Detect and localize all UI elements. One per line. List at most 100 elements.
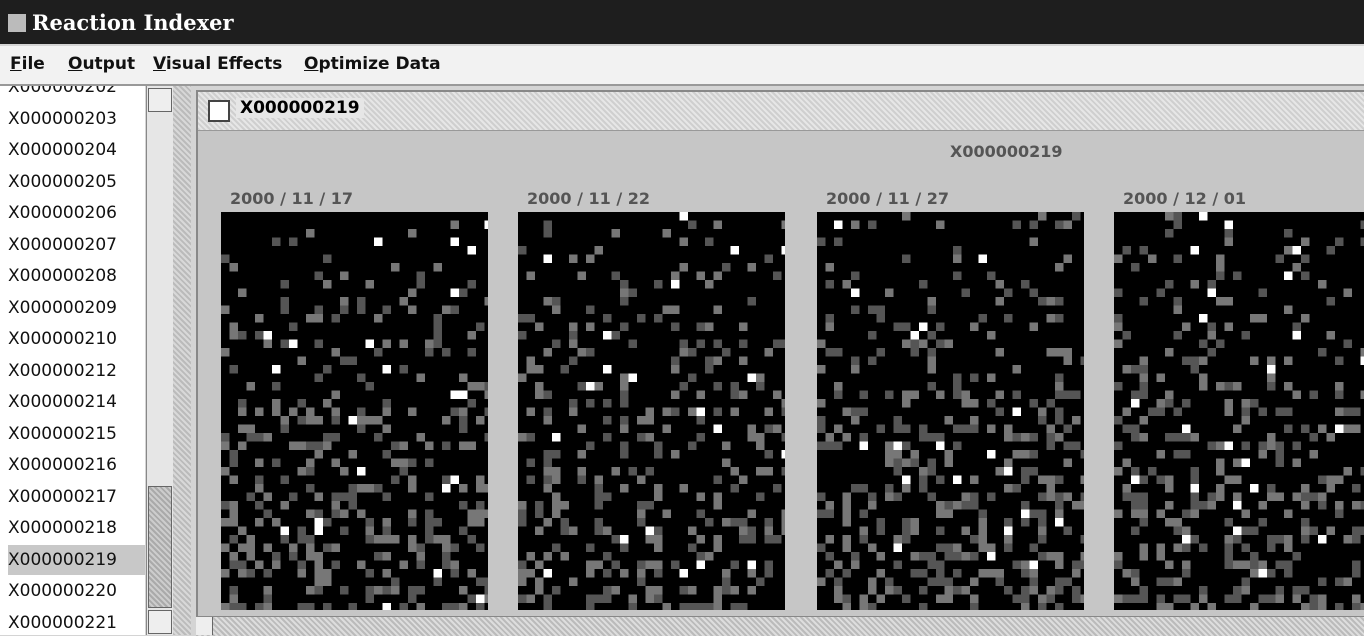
list-item[interactable]: X000000205 xyxy=(8,167,145,197)
list-item[interactable]: X000000209 xyxy=(8,293,145,323)
spot xyxy=(1191,357,1200,366)
spot xyxy=(919,569,928,578)
app-icon xyxy=(8,14,26,32)
list-item[interactable]: X000000216 xyxy=(8,450,145,480)
scroll-left[interactable] xyxy=(196,617,213,635)
list-item[interactable]: X000000208 xyxy=(8,261,145,291)
spot xyxy=(417,544,426,553)
spot xyxy=(748,535,757,544)
spot xyxy=(765,561,774,570)
spot xyxy=(1242,408,1251,417)
scroll-thumb[interactable] xyxy=(148,486,172,608)
spot xyxy=(851,306,860,315)
spot xyxy=(860,391,869,400)
spot xyxy=(868,357,877,366)
spot xyxy=(383,527,392,536)
spot xyxy=(544,484,553,493)
spot xyxy=(527,552,536,561)
menu-item[interactable]: File xyxy=(10,54,45,74)
list-item[interactable]: X000000219 xyxy=(8,545,145,575)
spot xyxy=(765,535,774,544)
spot xyxy=(603,331,612,340)
list-item[interactable]: X000000204 xyxy=(8,135,145,165)
list-item[interactable]: X000000203 xyxy=(8,104,145,134)
list-item[interactable]: X000000207 xyxy=(8,230,145,260)
spot xyxy=(851,552,860,561)
list-item[interactable]: X000000210 xyxy=(8,324,145,354)
spot xyxy=(748,374,757,383)
menu-item[interactable]: Visual Effects xyxy=(153,54,282,74)
spot xyxy=(756,382,765,391)
spot xyxy=(1182,544,1191,553)
spot xyxy=(1284,229,1293,238)
spot xyxy=(544,450,553,459)
spot xyxy=(552,297,561,306)
spot xyxy=(1182,323,1191,332)
spot xyxy=(765,255,774,264)
spot xyxy=(340,306,349,315)
spot xyxy=(868,603,877,610)
spot xyxy=(603,552,612,561)
spot xyxy=(834,221,843,230)
list-item[interactable]: X000000220 xyxy=(8,576,145,606)
spot xyxy=(603,416,612,425)
list-item[interactable]: X000000215 xyxy=(8,419,145,449)
spot xyxy=(1072,569,1081,578)
spot xyxy=(970,578,979,587)
spot xyxy=(315,340,324,349)
list-scrollbar[interactable] xyxy=(146,86,173,635)
spot xyxy=(518,246,527,255)
spot xyxy=(817,510,826,519)
spot xyxy=(391,263,400,272)
menu-item[interactable]: Output xyxy=(68,54,135,74)
list-item[interactable]: X000000217 xyxy=(8,482,145,512)
spot xyxy=(1157,289,1166,298)
spot xyxy=(936,476,945,485)
spot xyxy=(1250,527,1259,536)
list-item[interactable]: X000000214 xyxy=(8,387,145,417)
spot xyxy=(603,493,612,502)
spot xyxy=(247,535,256,544)
list-item[interactable]: X000000202 xyxy=(8,86,145,102)
scroll-up[interactable] xyxy=(148,88,172,112)
spot xyxy=(1259,450,1268,459)
spot xyxy=(1174,433,1183,442)
spot xyxy=(731,391,740,400)
list-item[interactable]: X000000206 xyxy=(8,198,145,228)
list-item[interactable]: X000000218 xyxy=(8,513,145,543)
list-item[interactable]: X000000221 xyxy=(8,608,145,636)
spot xyxy=(1352,527,1361,536)
spot xyxy=(1055,348,1064,357)
spot xyxy=(663,510,672,519)
spot xyxy=(637,476,646,485)
spot xyxy=(868,221,877,230)
spot xyxy=(1047,586,1056,595)
split-divider[interactable] xyxy=(173,86,191,635)
spot xyxy=(646,467,655,476)
spot xyxy=(255,314,264,323)
spot xyxy=(578,348,587,357)
spot xyxy=(722,459,731,468)
spot xyxy=(979,518,988,527)
scroll-down[interactable] xyxy=(148,610,172,634)
spot xyxy=(1352,535,1361,544)
spot xyxy=(1004,518,1013,527)
horizontal-scrollbar[interactable] xyxy=(196,616,1364,636)
spot xyxy=(535,561,544,570)
spot xyxy=(1140,374,1149,383)
spot xyxy=(1242,527,1251,536)
spot xyxy=(332,544,341,553)
spot xyxy=(230,518,239,527)
menu-item[interactable]: Optimize Data xyxy=(304,54,441,74)
spot xyxy=(391,442,400,451)
spot xyxy=(902,340,911,349)
spot xyxy=(1157,374,1166,383)
list-item[interactable]: X000000212 xyxy=(8,356,145,386)
spot xyxy=(544,348,553,357)
spot xyxy=(383,603,392,610)
spot xyxy=(1233,595,1242,604)
spot xyxy=(688,221,697,230)
spot xyxy=(281,297,290,306)
spot xyxy=(1064,357,1073,366)
spot xyxy=(1233,425,1242,434)
